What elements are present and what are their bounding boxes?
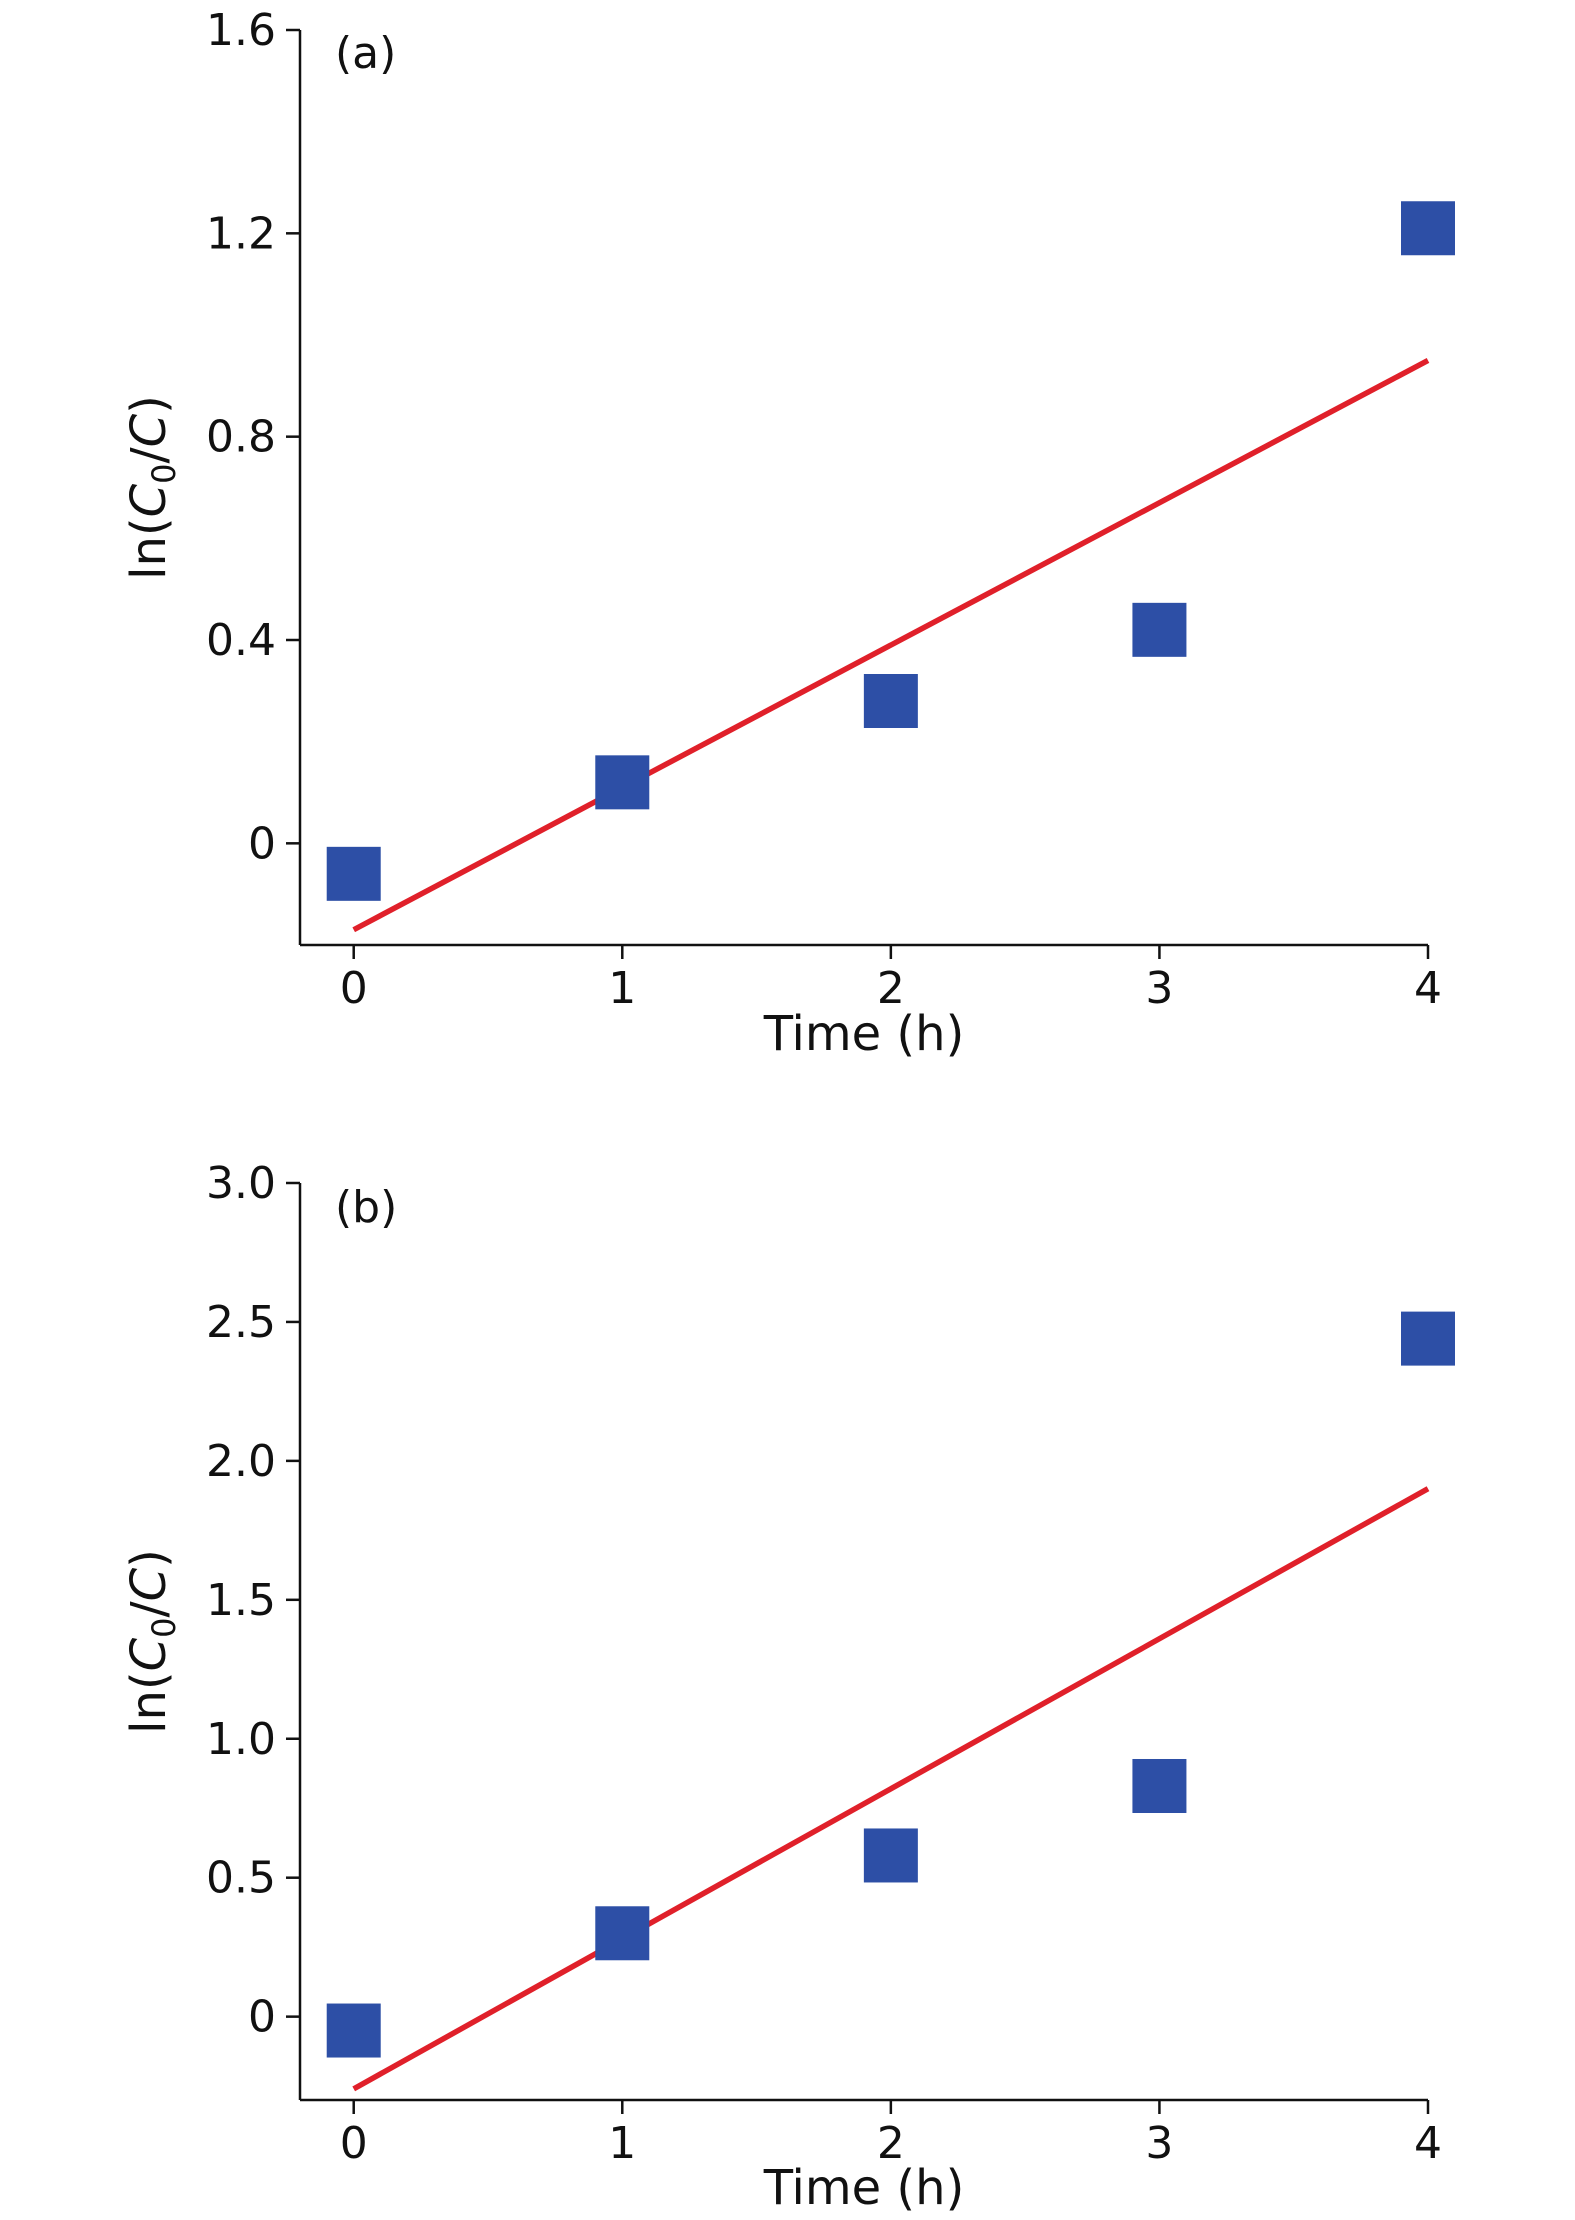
x-tick-label: 2 bbox=[877, 963, 905, 1014]
y-axis-label-close: ) bbox=[121, 1549, 177, 1568]
x-axis-label: Time (h) bbox=[763, 2160, 965, 2216]
y-tick-label: 2.0 bbox=[206, 1436, 276, 1487]
y-tick-label: 0.4 bbox=[206, 615, 276, 666]
x-tick-label: 3 bbox=[1145, 963, 1173, 1014]
data-point bbox=[1132, 602, 1187, 657]
y-axis-label-c: C bbox=[121, 483, 177, 517]
y-axis-label-c2: C bbox=[121, 413, 177, 447]
x-tick-label: 4 bbox=[1414, 2118, 1442, 2169]
data-point bbox=[595, 1906, 650, 1961]
y-axis-label-close: ) bbox=[121, 395, 177, 414]
data-point bbox=[1401, 201, 1455, 256]
data-point bbox=[326, 2003, 381, 2058]
y-axis-label-c2: C bbox=[121, 1567, 177, 1601]
y-axis-label-suffix: / bbox=[121, 1601, 177, 1618]
x-tick-label: 0 bbox=[340, 2118, 368, 2169]
y-tick-label: 3.0 bbox=[206, 1158, 276, 1209]
y-tick-label: 0 bbox=[248, 1992, 276, 2043]
y-axis-label-subscript: 0 bbox=[145, 464, 183, 484]
y-tick-label: 0.8 bbox=[206, 412, 276, 463]
data-point bbox=[1401, 1311, 1455, 1366]
y-tick-label: 0 bbox=[248, 818, 276, 869]
x-tick-label: 1 bbox=[608, 963, 636, 1014]
y-axis-label-prefix: ln( bbox=[121, 517, 177, 579]
x-axis-label: Time (h) bbox=[763, 1006, 965, 1062]
panel-label: (b) bbox=[335, 1182, 397, 1233]
y-axis-label-prefix: ln( bbox=[121, 1671, 177, 1733]
x-tick-label: 4 bbox=[1414, 963, 1442, 1014]
x-tick-label: 0 bbox=[340, 963, 368, 1014]
y-tick-label: 1.2 bbox=[206, 208, 276, 259]
y-tick-label: 0.5 bbox=[206, 1853, 276, 1904]
y-axis-label: ln(C0/C) bbox=[121, 1549, 183, 1734]
data-point bbox=[595, 755, 650, 810]
data-point bbox=[326, 846, 381, 901]
y-axis-label-c: C bbox=[121, 1637, 177, 1671]
y-tick-label: 1.5 bbox=[206, 1575, 276, 1626]
data-point bbox=[863, 1828, 918, 1883]
y-tick-label: 1.0 bbox=[206, 1714, 276, 1765]
y-axis-label: ln(C0/C) bbox=[121, 395, 183, 580]
fit-line bbox=[352, 1486, 1430, 2092]
y-axis-label-subscript: 0 bbox=[145, 1618, 183, 1638]
y-tick-label: 2.5 bbox=[206, 1297, 276, 1348]
data-point bbox=[863, 674, 918, 728]
fit-line bbox=[352, 357, 1430, 933]
x-tick-label: 2 bbox=[877, 2118, 905, 2169]
y-tick-label: 1.6 bbox=[206, 5, 276, 56]
data-point bbox=[1132, 1758, 1187, 1813]
x-tick-label: 3 bbox=[1145, 2118, 1173, 2169]
y-axis-label-suffix: / bbox=[121, 447, 177, 464]
panel-label: (a) bbox=[335, 28, 396, 79]
x-tick-label: 1 bbox=[608, 2118, 636, 2169]
